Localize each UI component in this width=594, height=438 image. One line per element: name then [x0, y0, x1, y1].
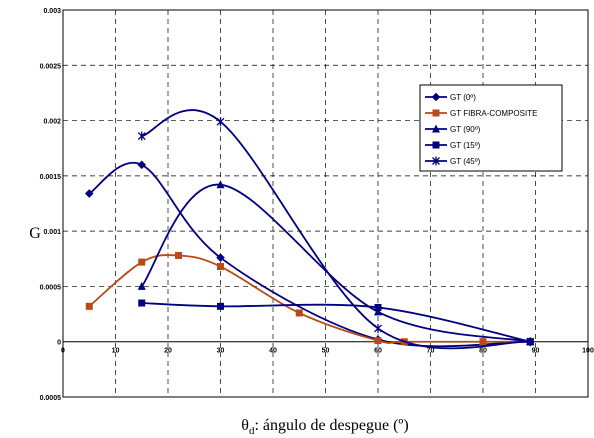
y-tick-labels: 0.0005 0 0.0005 0.001 0.0015 0.002 0.0025 0.003 [40, 8, 62, 402]
y-tick-label-6: 0.0025 [40, 63, 62, 70]
series-2-point-1 [216, 180, 225, 189]
x-axis-label-subscript: d [249, 425, 255, 437]
series-group [84, 109, 535, 350]
series-1-point-7 [479, 338, 487, 346]
series-1-point-4 [295, 309, 303, 317]
y-tick-label-0: 0.0005 [40, 395, 62, 402]
x-tick-label-4: 40 [269, 348, 277, 355]
series-1-point-1 [138, 258, 146, 266]
x-tick-labels: 0 10 20 30 40 50 60 70 80 90 100 [61, 348, 594, 355]
x-axis-label-text: : ángulo de despegue (º) [254, 417, 408, 434]
legend-marker-3 [432, 141, 440, 149]
legend-label-1: GT FIBRA-COMPOSITE [450, 109, 537, 118]
y-tick-label-5: 0.002 [43, 119, 61, 126]
x-tick-label-1: 10 [112, 348, 120, 355]
legend-label-4: GT (45º) [450, 157, 481, 166]
legend-marker-0 [431, 92, 441, 102]
series-1-point-5 [374, 337, 382, 345]
series-3-point-0 [138, 299, 146, 307]
series-0-point-2 [216, 253, 225, 262]
series-4-point-2 [374, 323, 382, 333]
x-tick-label-8: 80 [479, 348, 487, 355]
x-axis-label: θd: ángulo de despegue (º) [241, 417, 408, 437]
series-4 [137, 109, 535, 350]
x-tick-label-5: 50 [322, 348, 330, 355]
series-line-2 [141, 183, 531, 343]
y-tick-label-2: 0.0005 [40, 284, 62, 291]
legend-marker-2 [432, 124, 440, 133]
y-tick-label-4: 0.0015 [40, 174, 62, 181]
x-tick-label-9: 90 [532, 348, 540, 355]
legend-label-3: GT (15º) [450, 141, 481, 150]
series-0-point-0 [84, 189, 94, 198]
series-1-point-3 [217, 263, 224, 271]
y-tick-label-3: 0.001 [43, 229, 61, 236]
series-4-point-1 [216, 117, 225, 127]
x-tick-label-0: 0 [61, 348, 65, 355]
series-1-point-2 [175, 251, 182, 259]
series-line-4 [141, 109, 531, 350]
series-4-point-3 [526, 337, 535, 347]
series-0-point-1 [137, 160, 147, 170]
y-axis-label: G [29, 225, 41, 242]
legend-label-2: GT (90º) [450, 125, 481, 134]
series-line-0 [88, 161, 531, 348]
legend-marker-4 [432, 156, 440, 166]
series-2-point-2 [374, 307, 382, 316]
x-tick-label-7: 70 [427, 348, 435, 355]
series-line-3 [141, 302, 531, 343]
series-2-point-0 [137, 281, 146, 290]
y-tick-label-7: 0.003 [43, 8, 61, 15]
x-tick-label-6: 60 [374, 348, 382, 355]
legend-label-0: GT (0º) [450, 93, 476, 102]
x-tick-label-3: 30 [217, 348, 225, 355]
series-3-point-2 [374, 303, 382, 311]
legend-box [419, 84, 563, 172]
legend-marker-1 [432, 109, 440, 117]
x-axis-label-symbol: θ [241, 417, 249, 434]
series-4-point-0 [137, 131, 146, 141]
gridlines [63, 10, 588, 397]
series-3-point-1 [217, 302, 224, 310]
y-tick-label-1: 0 [57, 340, 61, 347]
x-tick-label-10: 100 [582, 348, 594, 355]
x-tick-label-2: 20 [164, 348, 172, 355]
legend: GT (0º) GT FIBRA-COMPOSITE GT (90º) GT (15º… [419, 84, 563, 172]
series-1-point-0 [85, 302, 93, 310]
